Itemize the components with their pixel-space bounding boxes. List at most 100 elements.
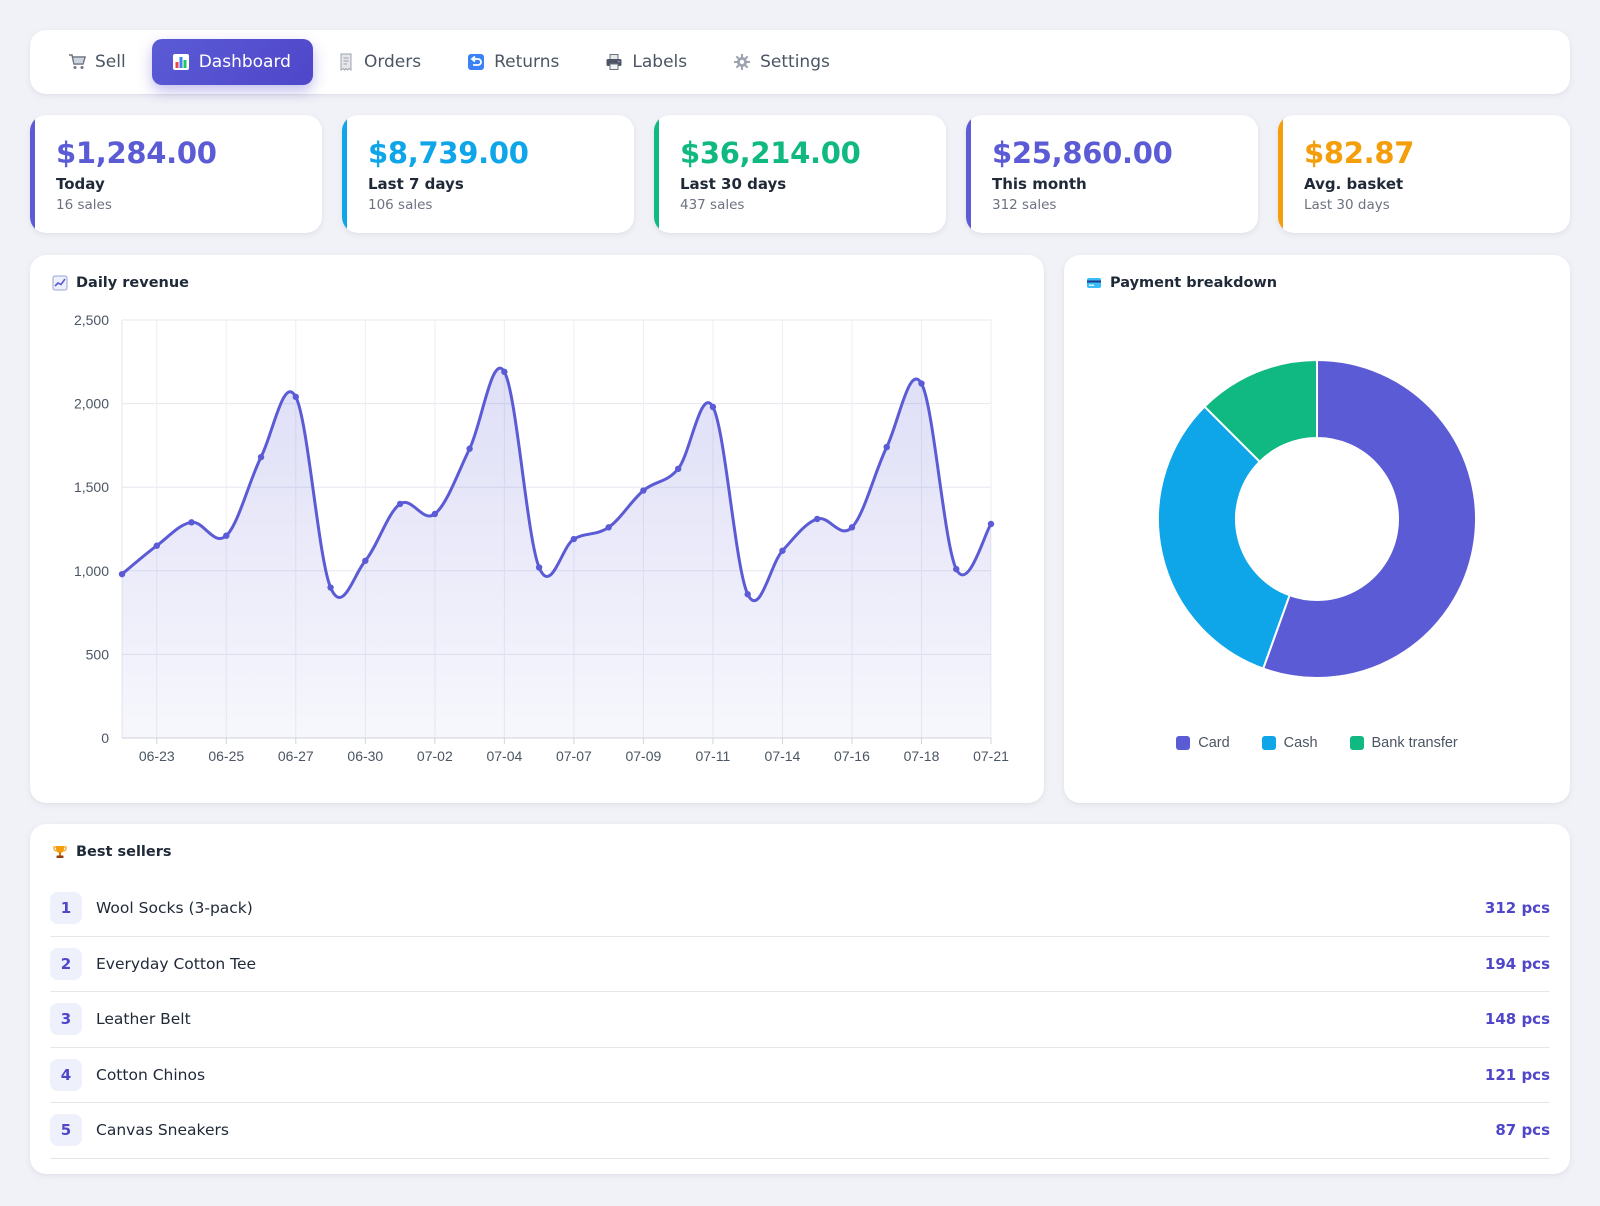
x-tick-label: 07-07 [556, 748, 592, 764]
x-tick-label: 06-30 [347, 748, 383, 764]
payment-legend: Card Cash Bank transfer [1064, 735, 1570, 751]
product-quantity: 121 pcs [1484, 1065, 1550, 1084]
stat-amount: $25,860.00 [992, 136, 1173, 170]
nav-tab-orders[interactable]: Orders [317, 39, 443, 85]
revenue-point [188, 519, 195, 526]
stat-amount: $82.87 [1304, 136, 1415, 170]
list-item[interactable]: 1 Wool Socks (3-pack) 312 pcs [50, 881, 1550, 937]
revenue-point [535, 564, 543, 571]
revenue-point [223, 532, 230, 539]
product-quantity: 312 pcs [1484, 899, 1550, 918]
best-sellers-list: 1 Wool Socks (3-pack) 312 pcs 2 Everyday Cot… [50, 881, 1550, 1159]
nav-tab-label: Settings [760, 52, 830, 72]
nav-tab-label: Orders [363, 52, 422, 72]
top-nav: Sell Dashboard Orders Returns Labels Settings [30, 30, 1570, 94]
daily-revenue-panel: Daily revenue 0 500 1,000 1,500 2,000 2,500 06… [30, 255, 1044, 803]
stat-amount: $36,214.00 [680, 136, 861, 170]
revenue-point [431, 510, 439, 518]
stat-card-last-30-days: $36,214.00 Last 30 days 437 sales [654, 115, 946, 233]
legend-item-card[interactable]: Card [1176, 735, 1230, 751]
revenue-point [709, 403, 717, 411]
list-item[interactable]: 5 Canvas Sneakers 87 pcs [50, 1103, 1550, 1159]
trophy-icon [52, 844, 68, 860]
revenue-point [292, 393, 299, 401]
list-item[interactable]: 4 Cotton Chinos 121 pcs [50, 1048, 1550, 1103]
list-item[interactable]: 3 Leather Belt 148 pcs [50, 992, 1550, 1048]
x-tick-label: 07-04 [486, 748, 522, 764]
legend-label: Bank transfer [1371, 735, 1458, 751]
stat-amount: $8,739.00 [368, 136, 529, 170]
revenue-point [814, 515, 821, 523]
stat-label: Avg. basket [1304, 175, 1404, 193]
revenue-point [918, 380, 925, 387]
revenue-line [121, 367, 993, 603]
nav-tab-label: Sell [95, 52, 126, 72]
revenue-point [501, 368, 508, 376]
revenue-area-fill [122, 368, 991, 738]
x-tick-label: 07-16 [834, 748, 870, 764]
stat-label: Today [56, 175, 105, 193]
legend-swatch [1261, 736, 1276, 750]
rank-badge: 5 [50, 1114, 82, 1147]
nav-tab-label: Returns [494, 52, 560, 72]
rank-badge: 4 [50, 1058, 82, 1091]
revenue-point [640, 487, 647, 494]
nav-tab-returns[interactable]: Returns [447, 39, 581, 85]
revenue-point [257, 453, 265, 461]
donut-slice-card [1261, 358, 1477, 679]
x-tick-label: 06-23 [139, 748, 175, 764]
x-tick-label: 07-02 [417, 748, 453, 764]
best-sellers-title: Best sellers [52, 844, 172, 860]
x-tick-label: 07-09 [625, 748, 661, 764]
legend-label: Card [1198, 735, 1230, 751]
revenue-point [674, 465, 682, 473]
x-tick-label: 06-27 [278, 748, 314, 764]
revenue-point [327, 584, 334, 591]
list-item[interactable]: 2 Everyday Cotton Tee 194 pcs [50, 937, 1550, 992]
stat-subtext: 16 sales [56, 197, 112, 213]
best-sellers-panel: Best sellers 1 Wool Socks (3-pack) 312 pcs… [30, 824, 1570, 1174]
revenue-point [362, 557, 369, 564]
y-tick-label: 0 [101, 730, 109, 746]
revenue-point [953, 565, 960, 573]
revenue-point [153, 542, 160, 549]
stat-subtext: 106 sales [368, 197, 433, 213]
nav-tab-labels[interactable]: Labels [585, 39, 709, 85]
revenue-point [396, 500, 404, 508]
x-tick-label: 07-21 [973, 748, 1009, 764]
product-name: Wool Socks (3-pack) [96, 899, 253, 918]
revenue-point [848, 524, 856, 531]
legend-item-bank-transfer[interactable]: Bank transfer [1349, 735, 1458, 751]
daily-revenue-title: Daily revenue [52, 275, 189, 291]
revenue-point [466, 445, 473, 452]
nav-tab-dashboard[interactable]: Dashboard [151, 39, 313, 85]
product-name: Leather Belt [96, 1010, 191, 1029]
product-name: Cotton Chinos [96, 1065, 206, 1084]
x-tick-label: 07-14 [765, 748, 801, 764]
stat-label: This month [992, 175, 1087, 193]
stat-card-last-7-days: $8,739.00 Last 7 days 106 sales [342, 115, 634, 233]
stat-subtext: 437 sales [680, 197, 745, 213]
bar-chart-icon [172, 53, 190, 71]
stat-label: Last 7 days [368, 175, 464, 193]
x-tick-label: 07-11 [696, 748, 731, 764]
product-name: Everyday Cotton Tee [96, 954, 257, 973]
product-quantity: 87 pcs [1495, 1121, 1550, 1140]
stat-subtext: Last 30 days [1304, 197, 1390, 213]
revenue-point [883, 443, 890, 451]
gear-icon [733, 53, 751, 71]
nav-tab-settings[interactable]: Settings [713, 39, 852, 85]
product-quantity: 148 pcs [1484, 1010, 1550, 1029]
return-arrow-icon [467, 53, 485, 71]
revenue-point [779, 547, 786, 554]
rank-badge: 1 [50, 892, 82, 925]
legend-swatch [1349, 736, 1364, 750]
nav-tab-sell[interactable]: Sell [48, 39, 148, 85]
stat-label: Last 30 days [680, 175, 787, 193]
legend-item-cash[interactable]: Cash [1261, 735, 1318, 751]
nav-tab-label: Labels [632, 52, 688, 72]
printer-icon [605, 53, 623, 71]
product-name: Canvas Sneakers [96, 1121, 229, 1140]
y-tick-label: 2,500 [74, 312, 109, 328]
x-tick-label: 06-25 [208, 748, 244, 764]
